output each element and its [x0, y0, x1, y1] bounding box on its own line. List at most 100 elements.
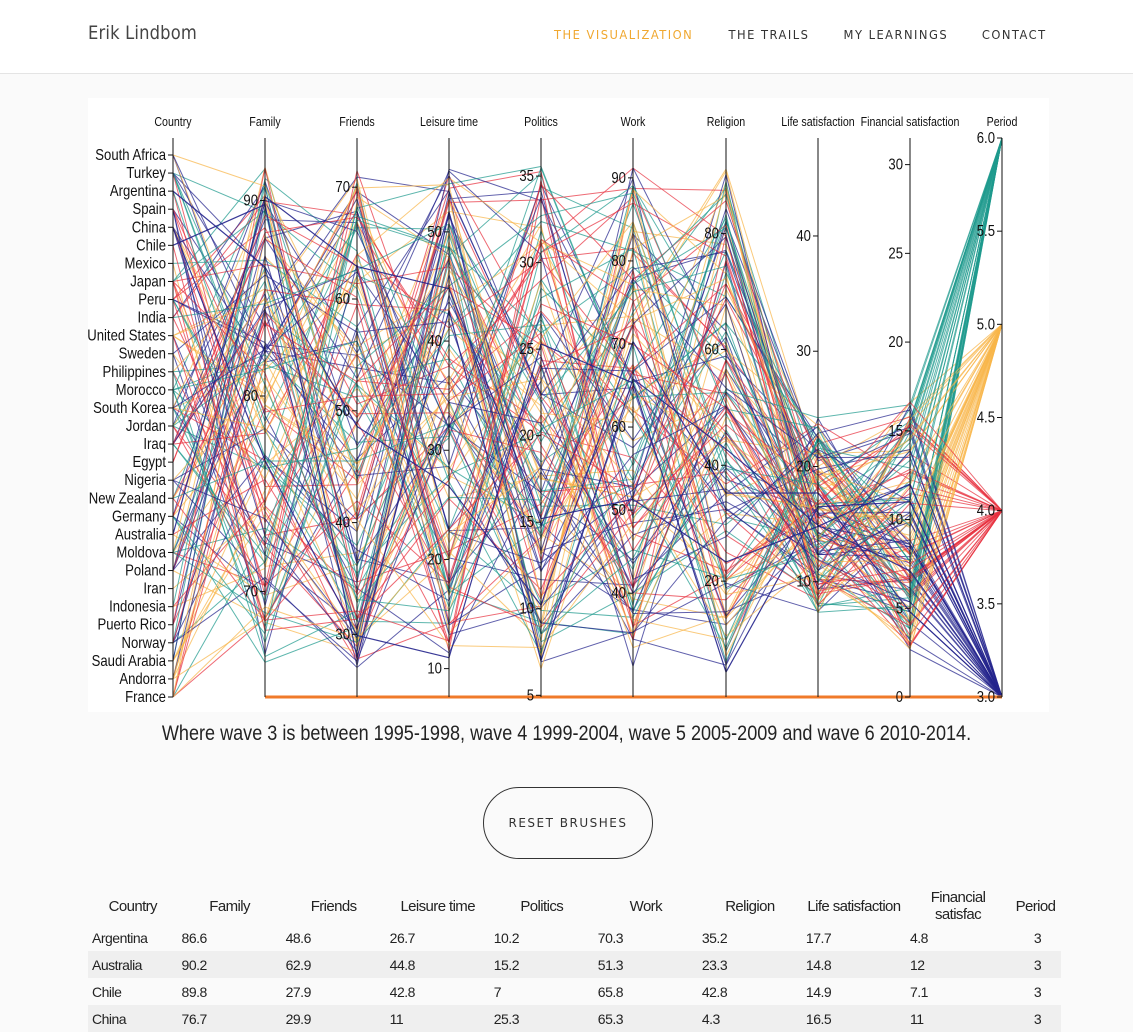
cell-leisure: 11 — [389, 1010, 404, 1027]
column-header-country[interactable]: Country — [108, 897, 158, 915]
table-row: China 76.7 29.9 11 25.3 65.3 4.3 16.5 11… — [88, 1005, 1061, 1032]
column-header-family[interactable]: Family — [209, 897, 250, 915]
cell-friends: 27.9 — [285, 983, 312, 1000]
column-header-work[interactable]: Work — [629, 897, 663, 915]
cell-life: 14.9 — [805, 983, 832, 1000]
country-tick-label: Sweden — [119, 346, 166, 363]
axis-leisure-time: Leisure time 10 20 30 40 50 — [420, 114, 478, 697]
navbar: Erik Lindbom THE VISUALIZATION THE TRAIL… — [0, 0, 1133, 74]
cell-friends: 29.9 — [285, 1010, 312, 1027]
column-header-politics[interactable]: Politics — [520, 897, 564, 915]
column-header-period[interactable]: Period — [1015, 897, 1056, 915]
axis-tick-label: 70 — [611, 336, 626, 353]
data-line — [172, 271, 1003, 698]
parallel-coordinates-chart[interactable]: Country South Africa Turkey Argentina Spain C… — [88, 98, 1049, 712]
axis-tick-label: 70 — [243, 583, 258, 600]
table-header-row: Country Family Friends Leisure time Poli… — [88, 888, 1061, 924]
country-tick-label: Norway — [122, 635, 167, 652]
axis-tick-label: 35 — [519, 168, 534, 185]
data-line — [172, 195, 1003, 698]
cell-religion: 42.8 — [701, 983, 728, 1000]
nav-link-contact[interactable]: CONTACT — [981, 27, 1047, 42]
data-line — [172, 137, 1003, 636]
axis-tick-label: 40 — [796, 228, 811, 245]
cell-work: 65.3 — [597, 1010, 624, 1027]
reset-brushes-button[interactable]: RESET BRUSHES — [483, 787, 653, 859]
axis-title[interactable]: Country — [154, 114, 191, 129]
axis-tick-label: 5 — [896, 600, 903, 617]
data-line — [172, 310, 1003, 698]
data-line — [172, 226, 1003, 645]
cell-family: 86.6 — [181, 929, 208, 946]
cell-life: 16.5 — [805, 1010, 832, 1027]
axis-tick-label: 80 — [243, 388, 258, 405]
country-tick-label: Iran — [143, 580, 166, 597]
axis-tick-label: 20 — [888, 334, 903, 351]
data-line — [172, 231, 1003, 568]
country-tick-label: Andorra — [119, 671, 166, 688]
cell-life: 17.7 — [805, 929, 832, 946]
data-line — [172, 174, 1003, 698]
data-line — [172, 292, 1003, 698]
country-tick-label: Argentina — [110, 183, 167, 200]
data-line — [172, 272, 1003, 698]
column-header-religion[interactable]: Religion — [725, 897, 775, 915]
axis-title[interactable]: Leisure time — [420, 114, 478, 129]
column-header-life-satisfaction[interactable]: Life satisfaction — [807, 897, 901, 915]
column-header-leisure[interactable]: Leisure time — [400, 897, 475, 915]
axis-title[interactable]: Religion — [707, 114, 745, 129]
country-tick-label: India — [138, 309, 167, 326]
column-header-friends[interactable]: Friends — [310, 897, 357, 915]
country-tick-label: Poland — [125, 562, 166, 579]
axis-politics: Politics 5 10 15 20 25 30 35 — [519, 114, 558, 705]
cell-family: 89.8 — [181, 983, 208, 1000]
axis-title[interactable]: Financial satisfaction — [861, 114, 960, 129]
data-line — [172, 154, 1003, 614]
data-line — [172, 137, 1003, 624]
cell-period: 3 — [1033, 929, 1042, 946]
axis-tick-label: 15 — [888, 423, 903, 440]
axis-tick-label: 80 — [611, 253, 626, 270]
country-tick-label: Australia — [115, 526, 167, 543]
axis-life-satisfaction: Life satisfaction 10 20 30 40 — [781, 114, 855, 697]
axis-title[interactable]: Period — [987, 114, 1018, 129]
axis-tick-label: 60 — [704, 341, 719, 358]
country-tick-label: Philippines — [103, 364, 166, 381]
country-tick-label: Jordan — [126, 418, 166, 435]
column-header-financial-satisfaction[interactable]: Financial satisfac — [930, 889, 986, 923]
cell-family: 90.2 — [181, 956, 208, 973]
axis-tick-label: 30 — [796, 343, 811, 360]
cell-leisure: 44.8 — [389, 956, 416, 973]
data-line — [172, 283, 1003, 643]
nav-link-visualization[interactable]: THE VISUALIZATION — [553, 27, 693, 42]
axis-title[interactable]: Politics — [524, 114, 558, 129]
data-line — [172, 211, 1003, 698]
cell-work: 51.3 — [597, 956, 624, 973]
cell-period: 3 — [1033, 1010, 1042, 1027]
axis-tick-label: 6.0 — [977, 130, 995, 147]
data-line — [172, 203, 1003, 698]
nav-link-learnings[interactable]: MY LEARNINGS — [843, 27, 948, 42]
axis-title[interactable]: Life satisfaction — [781, 114, 854, 129]
axis-work: Work 40 50 60 70 80 90 — [611, 114, 645, 697]
country-tick-label: United States — [88, 328, 166, 345]
cell-leisure: 42.8 — [389, 983, 416, 1000]
axis-religion: Religion 20 40 60 80 — [704, 114, 745, 697]
axis-tick-label: 80 — [704, 225, 719, 242]
data-line — [172, 359, 1003, 698]
axis-title[interactable]: Family — [249, 114, 280, 129]
axis-title[interactable]: Work — [621, 114, 646, 129]
data-line — [172, 214, 1003, 585]
nav-link-trails[interactable]: THE TRAILS — [728, 27, 810, 42]
axis-tick-label: 40 — [427, 333, 442, 350]
axis-title[interactable]: Friends — [339, 114, 375, 129]
data-line — [172, 137, 1003, 643]
axis-tick-label: 4.5 — [977, 409, 995, 426]
data-line — [172, 281, 1003, 631]
cell-friends: 62.9 — [285, 956, 312, 973]
brand-logo[interactable]: Erik Lindbom — [88, 22, 197, 44]
data-line — [172, 258, 1003, 671]
data-line — [172, 185, 1003, 649]
country-tick-label: Moldova — [116, 544, 166, 561]
